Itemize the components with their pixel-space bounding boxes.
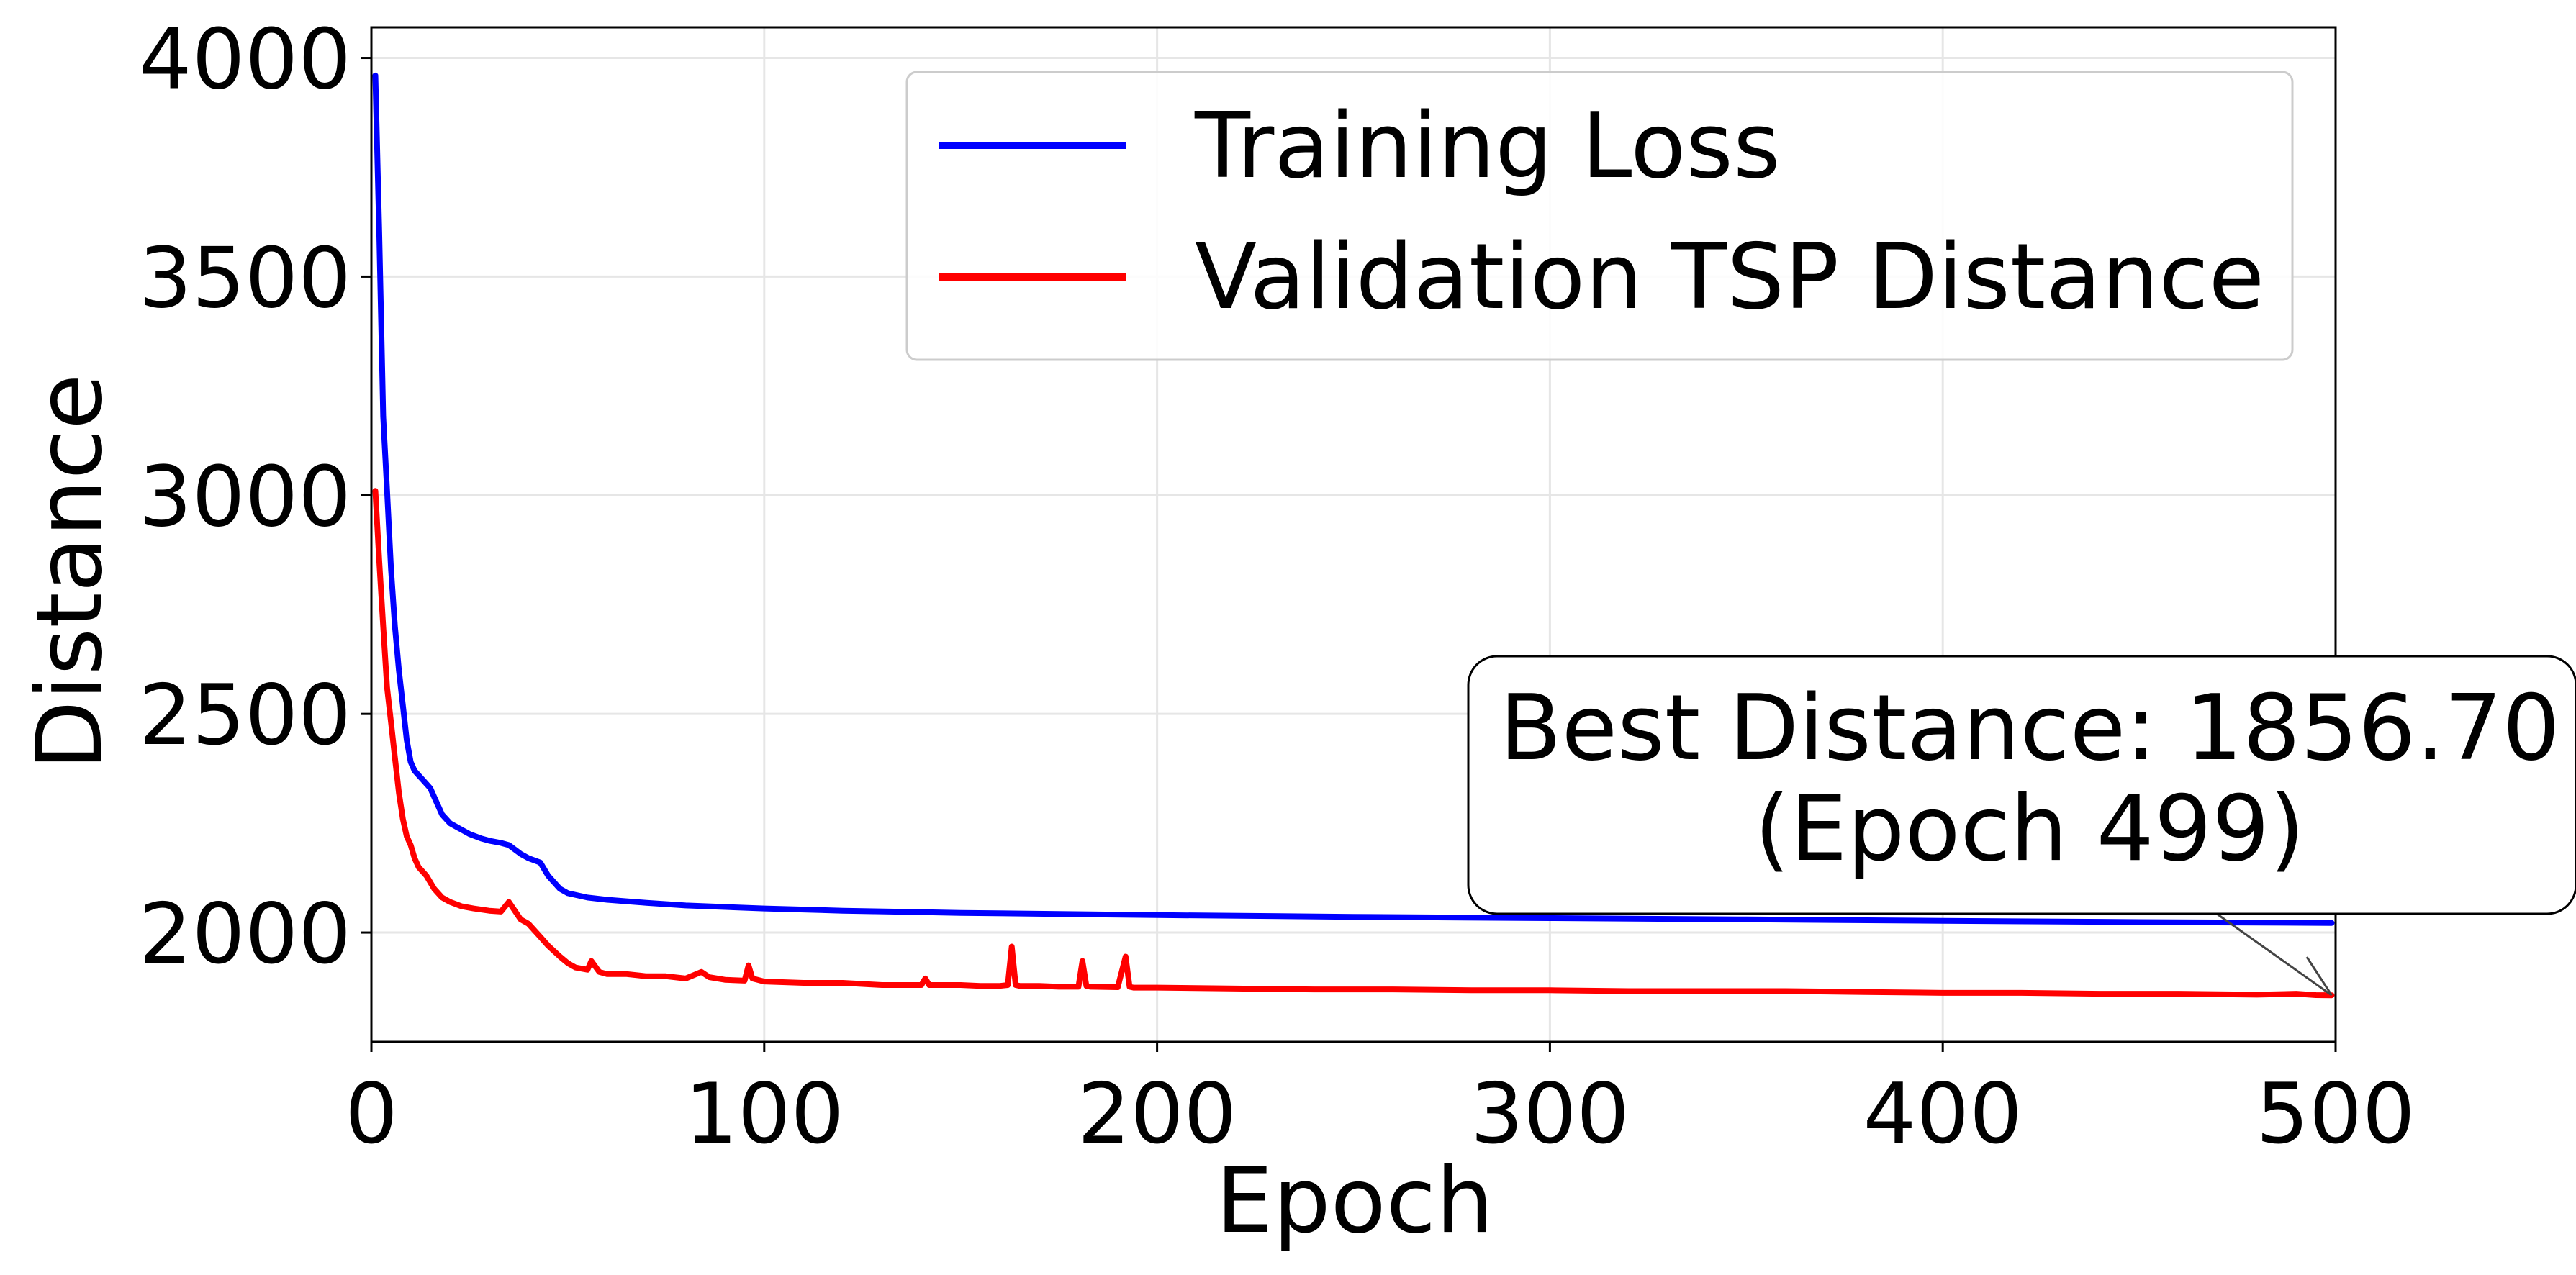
annotation-text-line2: (Epoch 499) — [1755, 776, 2305, 881]
series-line-validation-tsp-distance — [372, 488, 2335, 999]
y-tick-label: 2000 — [139, 886, 351, 983]
x-tick-label: 500 — [2256, 1066, 2415, 1163]
annotation-box — [1467, 655, 2576, 915]
legend: Training Loss Validation TSP Distance — [905, 71, 2294, 361]
y-ticks: 2000 2500 3000 3500 4000 — [139, 12, 371, 983]
legend-label-validation-tsp-distance: Validation TSP Distance — [1195, 224, 2264, 330]
annotation-arrow-shaft — [2216, 912, 2333, 997]
legend-marker-validation-tsp-distance — [1029, 273, 1036, 281]
y-tick-label: 3500 — [139, 230, 351, 327]
annotation-text-line1: Best Distance: 1856.70 — [1499, 675, 2560, 781]
y-tick-label: 2500 — [139, 667, 351, 764]
x-tick-label: 0 — [345, 1066, 398, 1163]
plot-frame — [370, 26, 2337, 1043]
y-tick-label: 4000 — [139, 12, 351, 109]
annotation-arrow-head — [2305, 956, 2333, 997]
legend-marker-training-loss — [1029, 142, 1036, 149]
legend-label-training-loss: Training Loss — [1194, 93, 1781, 199]
series-lines — [372, 72, 2335, 999]
x-tick-label: 400 — [1863, 1066, 2022, 1163]
y-tick-label: 3000 — [139, 448, 351, 545]
legend-box — [905, 71, 2294, 361]
x-tick-label: 200 — [1077, 1066, 1237, 1163]
x-ticks: 0 100 200 300 400 500 — [345, 1042, 2415, 1163]
x-axis-label: Epoch — [1216, 1148, 1493, 1253]
series-line-training-loss — [372, 72, 2335, 926]
x-tick-label: 300 — [1470, 1066, 1630, 1163]
y-axis-label: Distance — [17, 374, 122, 771]
x-tick-label: 100 — [684, 1066, 844, 1163]
best-distance-annotation: Best Distance: 1856.70 (Epoch 499) — [1467, 655, 2576, 997]
